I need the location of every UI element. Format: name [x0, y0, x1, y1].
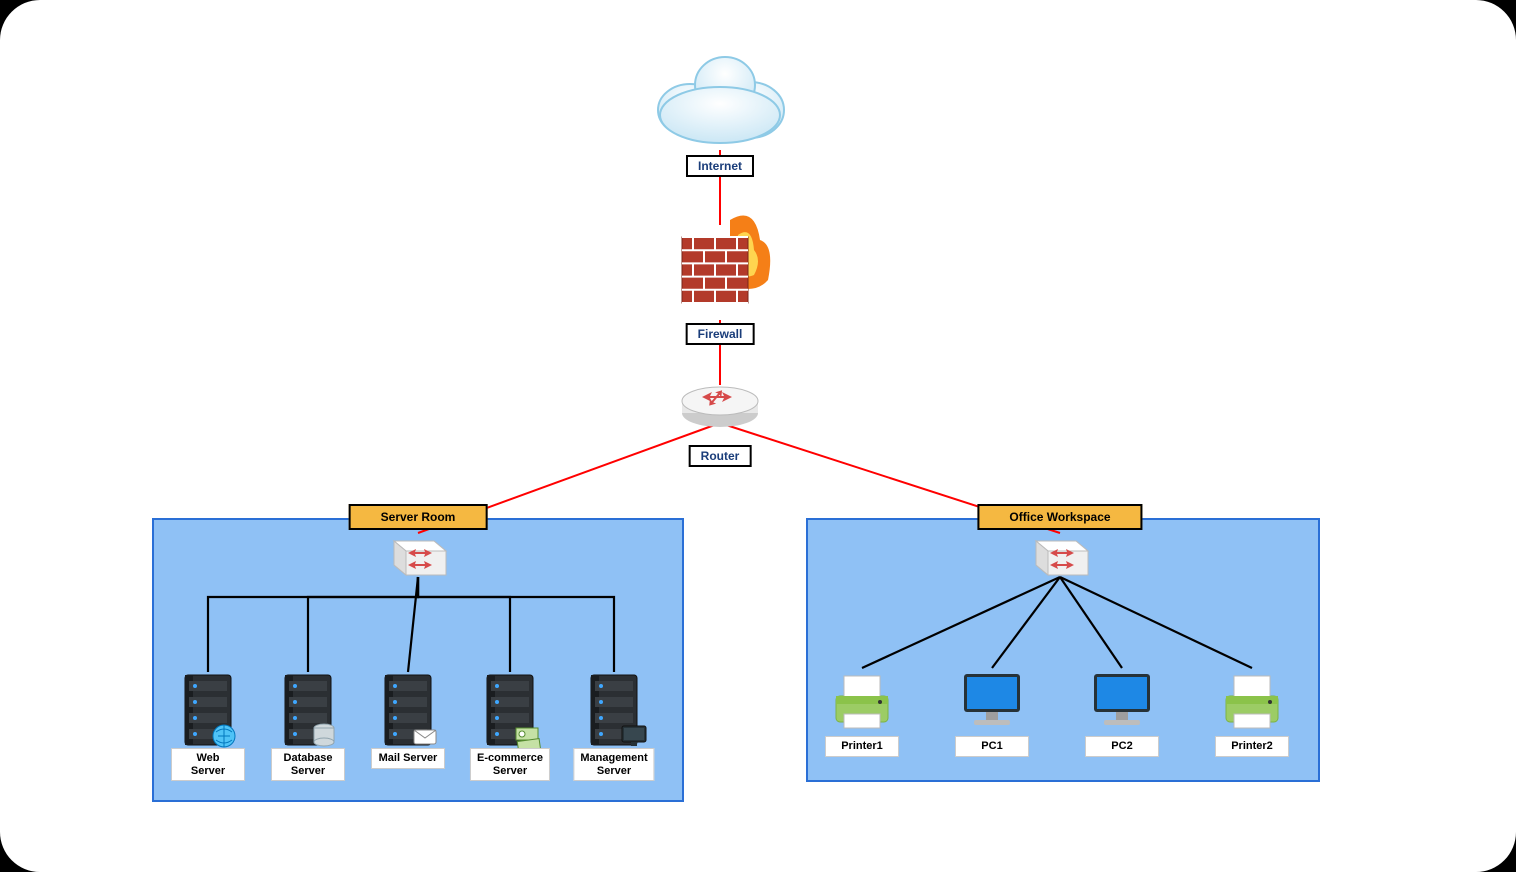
- label-router: Router: [689, 445, 752, 467]
- firewall-icon: [682, 216, 770, 304]
- zone-label-server-room: Server Room: [349, 504, 488, 530]
- label-database-server: DatabaseServer: [271, 748, 345, 781]
- cloud-icon: [658, 57, 784, 143]
- label-printer2: Printer2: [1215, 736, 1289, 757]
- label-pc1: PC1: [955, 736, 1029, 757]
- label-mail-server: Mail Server: [371, 748, 445, 769]
- label-printer1: Printer1: [825, 736, 899, 757]
- label-management-server: ManagementServer: [573, 748, 654, 781]
- router-icon: [682, 387, 758, 427]
- label-firewall: Firewall: [686, 323, 755, 345]
- label-ecommerce-server: E-commerceServer: [470, 748, 550, 781]
- label-web-server: WebServer: [171, 748, 245, 781]
- label-pc2: PC2: [1085, 736, 1159, 757]
- diagram-canvas: Server Room Office Workspace Internet Fi…: [0, 0, 1516, 872]
- label-internet: Internet: [686, 155, 754, 177]
- zone-label-office-workspace: Office Workspace: [977, 504, 1142, 530]
